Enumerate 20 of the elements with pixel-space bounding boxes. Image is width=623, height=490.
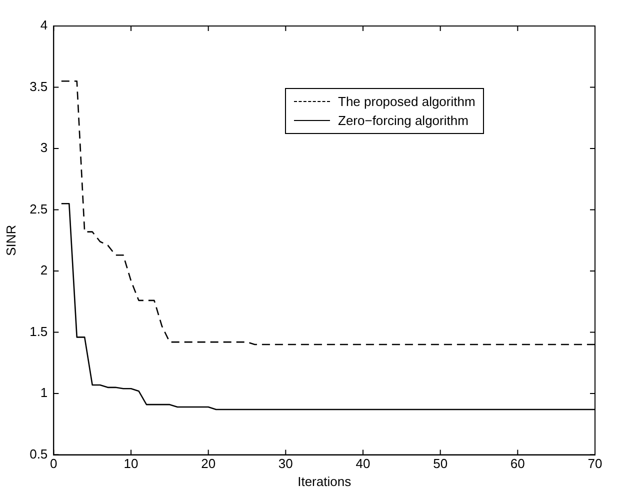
x-tick-label: 10 (124, 456, 138, 472)
y-tick-label: 3 (40, 140, 48, 156)
y-axis-title: SINR (3, 224, 18, 256)
y-tick-label: 2 (40, 262, 48, 278)
x-axis-title: Iterations (298, 474, 352, 489)
x-tick-label: 70 (588, 456, 602, 472)
legend-label: The proposed algorithm (338, 94, 476, 109)
x-tick-label: 60 (510, 456, 525, 472)
y-tick-label: 0.5 (30, 446, 48, 462)
y-tick-label: 2.5 (30, 201, 48, 216)
y-tick-label: 1.5 (30, 324, 48, 339)
x-tick-label: 50 (433, 456, 448, 472)
x-tick-label: 40 (356, 456, 370, 472)
y-tick-label: 1 (40, 385, 48, 400)
x-tick-label: 30 (278, 456, 293, 472)
y-tick-label: 4 (40, 18, 48, 33)
legend-label: Zero−forcing algorithm (338, 113, 468, 128)
x-tick-label: 0 (50, 456, 58, 472)
y-tick-label: 3.5 (30, 78, 48, 94)
x-tick-label: 20 (201, 456, 216, 472)
